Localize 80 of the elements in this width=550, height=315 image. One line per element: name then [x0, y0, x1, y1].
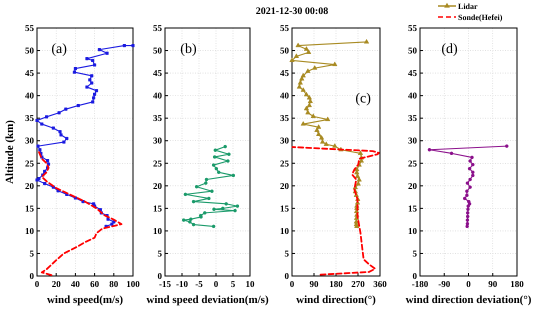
- chart-title: 2021-12-30 00:08: [256, 6, 328, 17]
- y-tick-label: 25: [280, 158, 290, 168]
- x-tick-label: 80: [109, 279, 119, 289]
- x-tick-label: -10: [176, 279, 188, 289]
- y-tick-label: 55: [408, 23, 418, 33]
- y-tick-label: 20: [280, 180, 290, 191]
- y-tick-label: 40: [280, 90, 290, 101]
- x-tick-label: 20: [52, 279, 62, 289]
- x-tick-label: 180: [510, 279, 524, 289]
- y-tick-label: 30: [280, 136, 290, 146]
- annotation: (a): [51, 42, 68, 57]
- y-tick-label: 5: [284, 248, 290, 258]
- y-tick-label: 30: [153, 136, 162, 146]
- y-tick-label: 15: [25, 203, 34, 214]
- annotation: (c): [355, 91, 372, 106]
- y-tick-label: 10: [280, 226, 290, 236]
- y-tick-label: 15: [153, 203, 162, 214]
- y-tick-label: 0: [30, 271, 34, 281]
- x-tick-label: -15: [159, 279, 172, 289]
- x-axis-title: wind speed deviation(m/s): [146, 294, 269, 306]
- x-tick-label: 100: [126, 279, 140, 289]
- y-tick-label: 20: [408, 180, 418, 191]
- x-tick-label: 40: [70, 279, 80, 289]
- x-tick-label: 360: [373, 279, 388, 289]
- y-tick-label: 35: [280, 113, 290, 124]
- x-tick-label: -90: [438, 279, 451, 289]
- y-tick-label: 40: [25, 90, 34, 101]
- y-tick-label: 10: [408, 226, 418, 236]
- legend-label: Lidar: [458, 2, 478, 11]
- x-tick-label: 90: [310, 279, 319, 289]
- y-tick-label: 45: [280, 68, 290, 78]
- y-tick-label: 40: [408, 90, 418, 101]
- x-tick-label: 10: [246, 279, 255, 289]
- y-tick-label: 20: [153, 180, 162, 191]
- x-axis-title: wind direction deviation(°): [406, 294, 532, 306]
- y-tick-label: 50: [25, 46, 34, 56]
- y-tick-label: 45: [153, 68, 162, 78]
- x-tick-label: 60: [90, 279, 100, 289]
- y-tick-label: 55: [280, 23, 290, 33]
- x-tick-label: -180: [412, 279, 429, 289]
- y-tick-label: 0: [412, 271, 418, 281]
- y-tick-label: 55: [25, 23, 34, 33]
- y-tick-label: 45: [408, 68, 418, 78]
- y-tick-label: 15: [280, 203, 290, 214]
- y-tick-label: 40: [153, 90, 162, 101]
- y-tick-label: 0: [284, 271, 290, 281]
- annotation: (b): [180, 42, 197, 57]
- y-tick-label: 35: [25, 113, 34, 124]
- y-tick-label: 30: [408, 136, 418, 146]
- y-tick-label: 35: [408, 113, 418, 124]
- x-tick-label: 0: [466, 279, 472, 289]
- y-tick-label: 30: [25, 136, 34, 146]
- x-axis-title: wind speed(m/s): [46, 294, 124, 306]
- y-tick-label: 25: [153, 158, 162, 168]
- x-tick-label: 0: [214, 279, 219, 289]
- annotation: (d): [441, 42, 458, 57]
- y-tick-label: 50: [280, 46, 290, 56]
- y-tick-label: 45: [25, 68, 34, 78]
- x-axis-title: wind direction(°): [296, 294, 376, 306]
- x-tick-label: 180: [329, 279, 344, 289]
- y-tick-label: 15: [408, 203, 418, 214]
- y-tick-label: 5: [412, 248, 418, 258]
- x-tick-label: 5: [230, 279, 236, 289]
- y-tick-label: 50: [408, 46, 418, 56]
- x-tick-label: -5: [195, 279, 204, 289]
- y-tick-label: 5: [158, 248, 162, 258]
- x-tick-label: 90: [488, 279, 498, 289]
- y-tick-label: 25: [408, 158, 418, 168]
- y-tick-label: 55: [153, 23, 162, 33]
- y-tick-label: 35: [153, 113, 162, 124]
- y-tick-label: 10: [153, 226, 162, 236]
- y-tick-label: 50: [153, 46, 162, 56]
- legend-label: Sonde(Hefei): [458, 13, 503, 22]
- y-axis-title: Altitude (km): [4, 120, 16, 184]
- y-tick-label: 0: [158, 271, 162, 281]
- y-tick-label: 10: [25, 226, 34, 236]
- y-tick-label: 5: [30, 248, 34, 258]
- y-tick-label: 20: [25, 180, 34, 191]
- y-tick-label: 25: [25, 158, 34, 168]
- x-tick-label: 270: [351, 279, 366, 289]
